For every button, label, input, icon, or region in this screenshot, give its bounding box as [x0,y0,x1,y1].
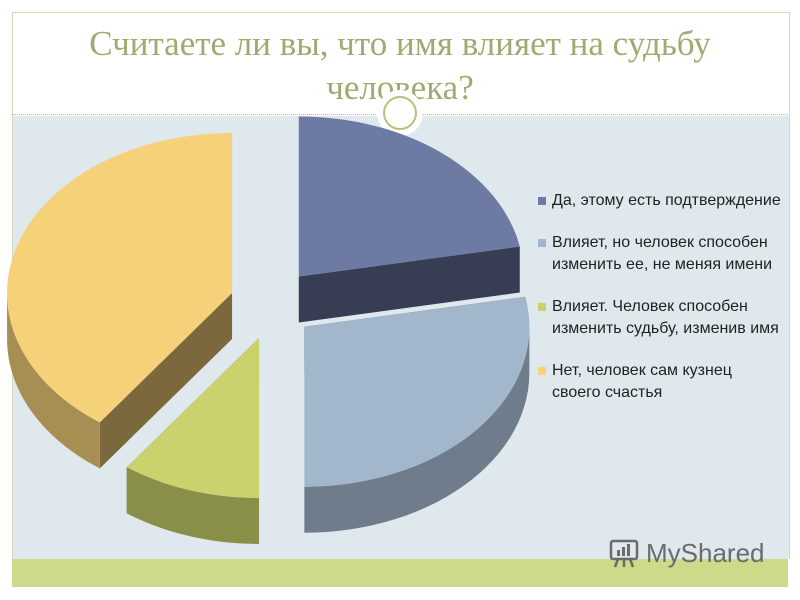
slide-title: Считаете ли вы, что имя влияет на судьбу… [89,24,711,107]
legend-label-1: Да, этому есть подтверждение [552,192,781,209]
legend-marker-3 [538,303,546,311]
legend-marker-2 [538,239,546,247]
footer-bar [12,559,788,587]
myshared-logo-icon [609,539,639,568]
legend-label-2: Влияет, но человек способен изменить ее,… [552,234,773,273]
legend-label-4: Нет, человек сам кузнец своего счастья [552,362,732,401]
legend-marker-1 [538,197,546,205]
pie-slice-side-4 [7,292,233,469]
legend-item-4: Нет, человек сам кузнец своего счастья [538,360,783,404]
ring-ornament-icon [383,96,417,130]
legend-item-2: Влияет, но человек способен изменить ее,… [538,232,783,276]
pie-slice-1 [298,116,520,277]
legend-marker-4 [538,367,546,375]
chart-legend: Да, этому есть подтверждение Влияет, но … [538,190,783,424]
watermark-text: MyShared [646,538,765,568]
legend-item-1: Да, этому есть подтверждение [538,190,783,212]
pie-slice-3 [126,337,260,498]
legend-item-3: Влияет. Человек способен изменить судьбу… [538,296,783,340]
pie-slice-2 [304,296,530,487]
pie-slice-side-1 [298,246,520,323]
pie-slice-4 [7,132,233,423]
legend-label-3: Влияет. Человек способен изменить судьбу… [552,298,779,337]
